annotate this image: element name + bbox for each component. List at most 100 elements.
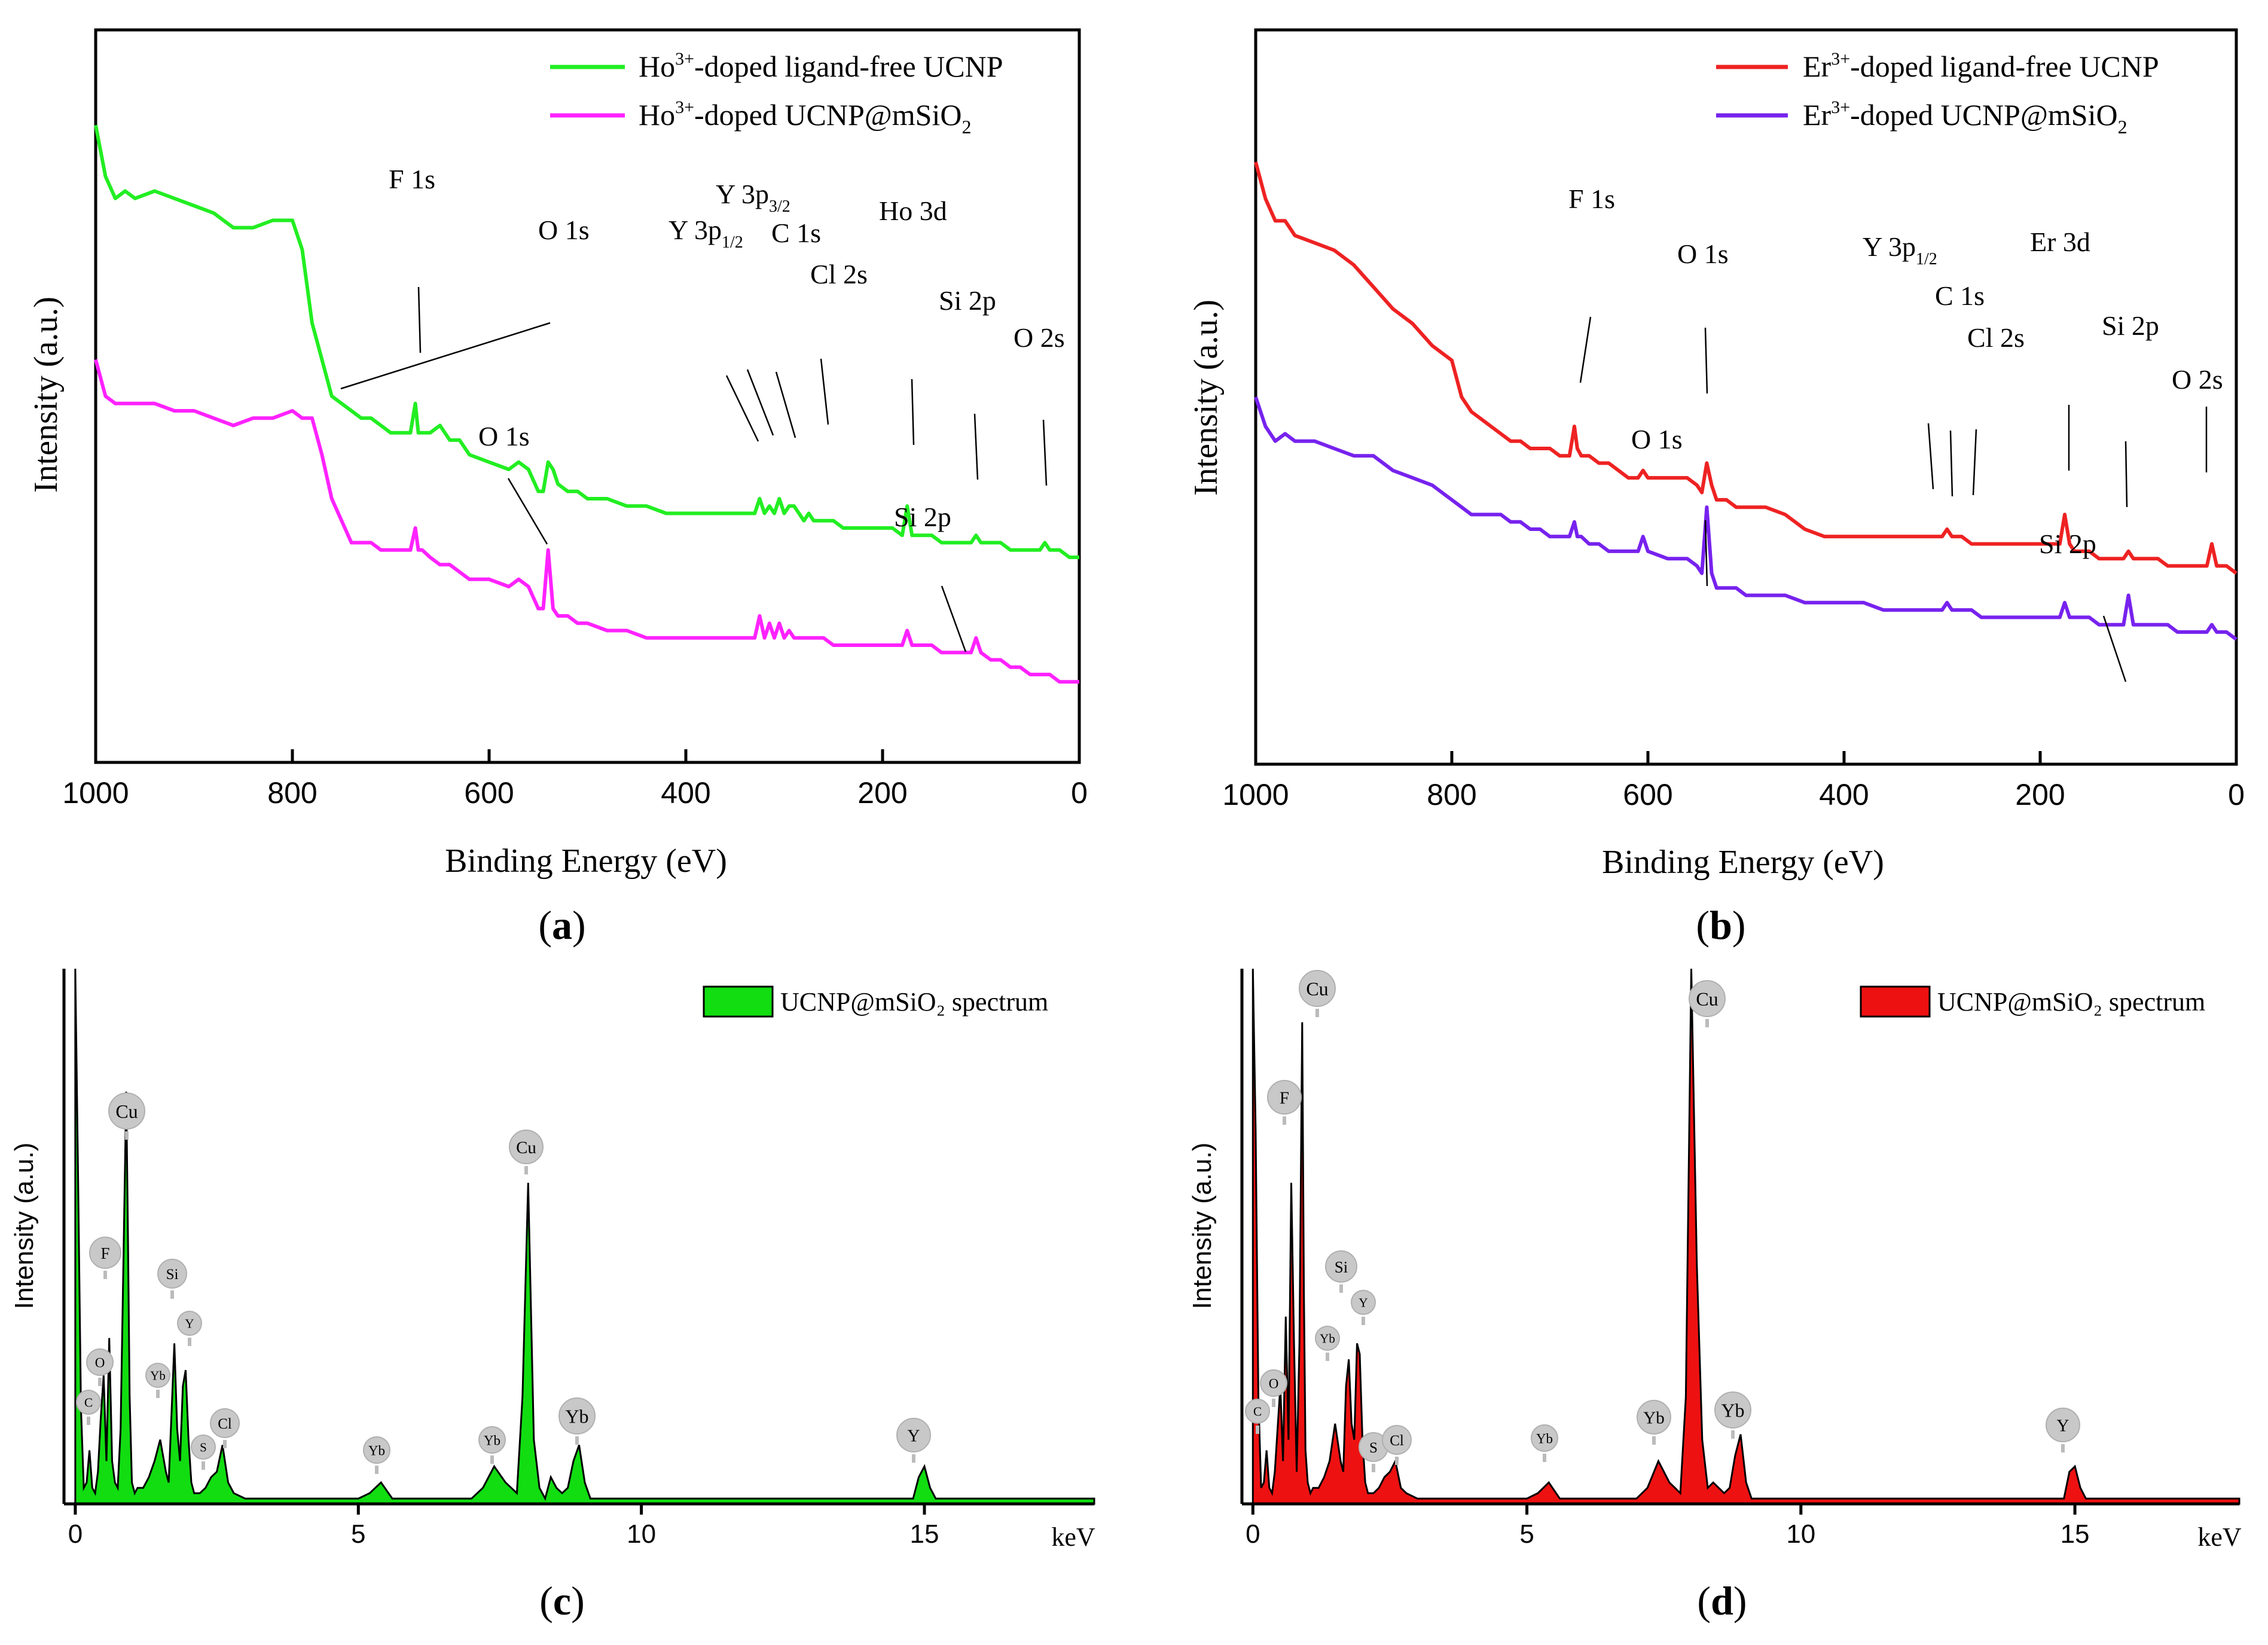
panel-c-element-label: Y xyxy=(185,1317,194,1331)
panel-d-element-label: F xyxy=(1280,1089,1289,1108)
panel-a-ylabel: Intensity (a.u.) xyxy=(28,297,65,493)
panel-a-legend: Ho3+-doped ligand-free UCNP Ho3+-doped U… xyxy=(550,49,1003,138)
panel-d-element-pointer xyxy=(1315,1009,1319,1017)
panel-a-annotations: F 1s O 1s Y 3p3/2Y 3p1/2 C 1s Cl 2s Ho 3d Si 2… xyxy=(340,164,1065,652)
panel-d-element-pointer xyxy=(1543,1454,1546,1462)
panel-a-annotation-leader xyxy=(941,585,967,652)
panel-a-annotation-leader xyxy=(820,358,829,425)
panel-b-caption: (b) xyxy=(1696,902,1745,948)
panel-d-element-pointer xyxy=(1283,1116,1286,1125)
panel-c-element-label: Si xyxy=(166,1266,179,1283)
panel-d-legend-swatch xyxy=(1860,985,1931,1018)
panel-c-xlabel: keV xyxy=(1051,1522,1095,1552)
panel-c-element-labels: C O F Cu Yb Si Y S Cl Yb Yb Cu Yb Y xyxy=(76,1092,931,1474)
panel-b-tick-label: 1000 xyxy=(1222,778,1289,811)
panel-a-annotation-leader xyxy=(507,478,548,545)
panel-a-annotation-label: O 2s xyxy=(1014,322,1065,353)
panel-c-element-bubble xyxy=(191,1435,216,1460)
panel-b-annotation-leader xyxy=(1704,520,1708,587)
panel-d-tick-label: 15 xyxy=(2061,1519,2090,1549)
panel-c-element-bubble xyxy=(145,1363,170,1388)
panel-b-annotation-leader xyxy=(1972,429,1977,496)
panel-a-series-group xyxy=(94,124,1079,684)
panel-d-element-bubble xyxy=(1714,1391,1751,1429)
panel-d-element-bubble xyxy=(1531,1424,1558,1452)
panel-d-element-label: Yb xyxy=(1536,1431,1553,1446)
panel-c-tick-label: 15 xyxy=(910,1519,939,1549)
panel-d-element-labels: CO F Cu Yb Si Y S Cl Yb Yb Cu Yb Y xyxy=(1245,970,2080,1472)
panel-d-element-bubble xyxy=(2046,1408,2080,1442)
panel-d-element-bubble xyxy=(1299,970,1336,1007)
panel-b-annotation-leader xyxy=(2124,441,2128,508)
panel-a-annotation-leader xyxy=(775,371,796,438)
panel-d-element-bubble xyxy=(1689,980,1726,1017)
panel-a-plot-frame xyxy=(94,28,1081,764)
panel-b-tick-label: 200 xyxy=(2015,778,2065,811)
panel-d-element-label: C xyxy=(1253,1405,1262,1419)
panel-c-element-pointer xyxy=(202,1461,205,1470)
panel-c-element-bubble xyxy=(76,1390,101,1415)
panel-c-element-bubble xyxy=(558,1397,596,1435)
panel-a-annotation-label: F 1s xyxy=(389,164,435,194)
panel-b-annotation-label: C 1s xyxy=(1935,280,1985,311)
panel-c-element-pointer xyxy=(156,1390,160,1398)
panel-c-element-bubble xyxy=(89,1237,121,1269)
panel-d-element-label: Yb xyxy=(1643,1409,1664,1428)
panel-d-eds-er: 0 5 10 15 CO F Cu Yb Si Y S Cl Yb Yb Cu Yb Y Intensity … xyxy=(1188,968,2242,1623)
panel-a-tick-label: 1000 xyxy=(62,776,129,810)
panel-c-element-pointer xyxy=(103,1271,107,1279)
panel-b-annotation-label: Si 2p xyxy=(2102,310,2159,341)
panel-c-element-bubble xyxy=(210,1408,240,1438)
panel-a-annotation-leader xyxy=(725,375,759,442)
panel-d-element-label: Y xyxy=(2057,1417,2069,1436)
panel-d-ylabel: Intensity (a.u.) xyxy=(1188,1143,1217,1310)
panel-b-annotation-label: Si 2p xyxy=(2039,529,2096,559)
panel-c-element-bubble xyxy=(509,1130,544,1164)
panel-d-element-bubble xyxy=(1267,1080,1302,1115)
panel-d-element-pointer xyxy=(1362,1317,1365,1325)
panel-d-element-pointer xyxy=(2061,1444,2065,1452)
panel-b-tick-label: 0 xyxy=(2228,778,2245,811)
panel-c-element-pointer xyxy=(170,1290,174,1299)
panel-d-element-label: Cu xyxy=(1696,988,1718,1009)
panel-c-x-ticks: 0 5 10 15 xyxy=(68,1504,939,1549)
panel-b-annotations: F 1s O 1s Y 3p1/2 C 1s Cl 2s Er 3d Si 2p O 2s O … xyxy=(1568,184,2223,682)
panel-c-element-bubble xyxy=(896,1418,931,1452)
panel-a-annotation-label: Y 3p3/2 xyxy=(716,179,790,216)
panel-a-annotation-leader xyxy=(1042,419,1048,486)
panel-c-element-pointer xyxy=(575,1436,579,1445)
panel-c-element-pointer xyxy=(188,1338,191,1346)
panel-d-element-label: Yb xyxy=(1721,1399,1744,1421)
panel-c-element-pointer xyxy=(490,1455,494,1464)
panel-c-element-label: C xyxy=(84,1396,93,1410)
panel-b-annotation-label: O 1s xyxy=(1631,424,1683,454)
panel-a-tick-label: 800 xyxy=(267,776,317,810)
panel-c-element-pointer xyxy=(375,1466,378,1474)
panel-d-tick-label: 10 xyxy=(1786,1519,1815,1549)
panel-d-xlabel: keV xyxy=(2197,1522,2242,1552)
panel-b-annotation-label: Cl 2s xyxy=(1967,322,2025,353)
panel-c-tick-label: 5 xyxy=(351,1519,365,1549)
panel-d-element-label: Cu xyxy=(1306,978,1328,999)
panel-d-x-ticks: 0 5 10 15 xyxy=(1246,1504,2090,1549)
panel-d-element-pointer xyxy=(1339,1284,1343,1293)
panel-d-spectrum-group xyxy=(1251,968,2240,1505)
panel-c-element-label: Cl xyxy=(218,1416,232,1432)
panel-d-element-bubble xyxy=(1260,1369,1287,1397)
panel-c-element-pointer xyxy=(223,1440,227,1448)
panel-b-annotation-label: O 1s xyxy=(1677,239,1729,269)
panel-d-element-bubble xyxy=(1315,1326,1340,1351)
panel-a-annotation-label: Ho 3d xyxy=(879,196,947,226)
panel-a-tick-label: 0 xyxy=(1071,776,1088,810)
panel-c-element-label: F xyxy=(100,1244,109,1262)
panel-c-spectrum-group xyxy=(74,968,1095,1505)
panel-c-element-label: Cu xyxy=(516,1139,536,1158)
panel-c-element-bubble xyxy=(363,1436,390,1464)
panel-d-element-label: Y xyxy=(1359,1296,1367,1310)
panel-a-tick-label: 200 xyxy=(857,776,907,810)
panel-c-caption: (c) xyxy=(539,1578,585,1623)
panel-c-element-label: Yb xyxy=(368,1443,385,1458)
panel-a-series-2-line xyxy=(94,359,1079,684)
panel-d-element-bubble xyxy=(1245,1399,1270,1424)
panel-a-annotation-label: O 1s xyxy=(478,421,530,451)
